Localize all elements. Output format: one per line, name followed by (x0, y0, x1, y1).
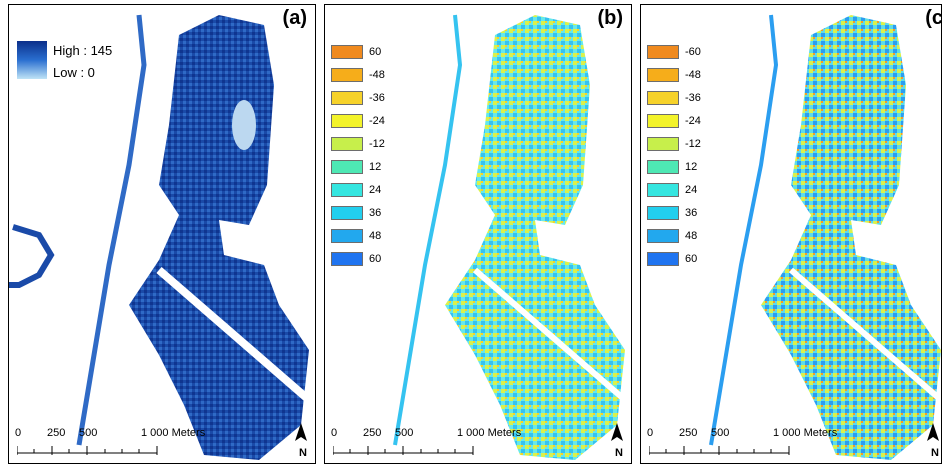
scale-bar-a: 0 250 500 1 000 Meters (15, 427, 275, 459)
panel-label-b: (b) (597, 7, 623, 29)
map-panel-a: (a) High : 145 Low : 0 0 250 500 1 000 M… (8, 4, 316, 464)
channel-c (709, 14, 779, 446)
north-label-b: N (615, 447, 623, 459)
study-area-b (445, 15, 625, 460)
map-raster-a (9, 14, 312, 460)
north-arrow-icon (927, 423, 939, 441)
legend-high-label: High : 145 (53, 43, 113, 58)
panel-label-a: (a) (282, 7, 307, 29)
scale-ticks-a (17, 446, 158, 455)
crossing-road-a (156, 266, 312, 404)
legend-gradient (17, 41, 47, 79)
panel-label-c: (c (925, 7, 942, 29)
north-label-a: N (299, 447, 307, 459)
north-arrow-icon (611, 423, 623, 441)
map-panel-b: (b) 60 -48 -36 -24 -12 12 24 36 48 60 0 … (324, 4, 632, 464)
scale-ticks-c (649, 446, 790, 455)
river-curve-a (9, 224, 55, 288)
north-label-c: N (931, 447, 939, 459)
map-raster-b (393, 14, 627, 460)
scale-bar-c: 0 250 500 1 000 Meters (647, 427, 907, 459)
study-area-c (761, 15, 941, 460)
crossing-road-c (789, 267, 941, 403)
legend-low-label: Low : 0 (53, 65, 95, 80)
crossing-road-b (473, 267, 627, 403)
channel-a (76, 14, 147, 446)
map-raster-c (709, 14, 941, 460)
channel-b (393, 14, 463, 446)
scale-ticks-b (333, 446, 474, 455)
north-arrow-icon (295, 423, 307, 441)
map-panel-c: (c -60 -48 -36 -24 -12 12 24 36 48 60 0 … (640, 4, 942, 464)
scale-bar-b: 0 250 500 1 000 Meters (331, 427, 591, 459)
study-area-a (129, 15, 309, 460)
